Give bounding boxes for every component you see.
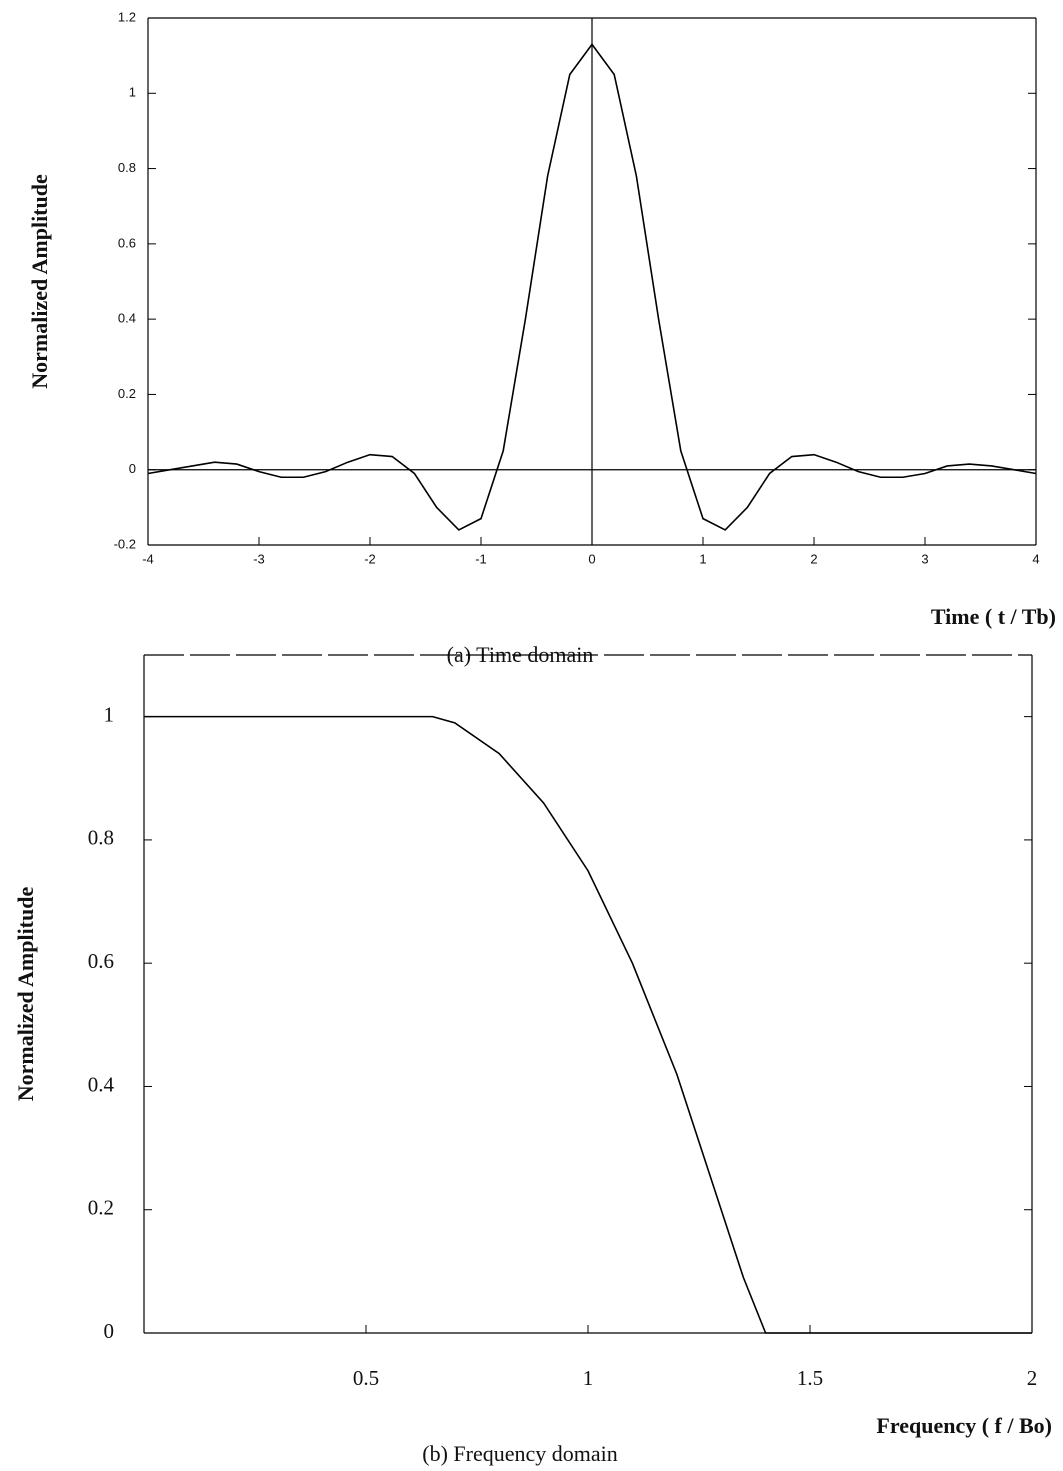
caption: (b) Frequency domain (422, 1441, 618, 1466)
x-tick-label: 0 (588, 551, 595, 566)
y-tick-label: -0.2 (114, 536, 136, 551)
y-tick-label: 0.6 (118, 235, 136, 250)
y-tick-label: 0.4 (118, 311, 136, 326)
x-tick-label: 0.5 (353, 1366, 379, 1390)
y-tick-label: 0.8 (88, 826, 114, 850)
y-axis-label: Normalized Amplitude (27, 174, 52, 389)
y-tick-label: 0.2 (118, 386, 136, 401)
y-tick-label: 1.2 (118, 9, 136, 24)
y-tick-label: 0.4 (88, 1072, 115, 1096)
x-tick-label: -1 (475, 551, 487, 566)
x-tick-label: -3 (253, 551, 265, 566)
y-tick-label: 0.8 (118, 160, 136, 175)
y-axis-label: Normalized Amplitude (13, 887, 38, 1102)
x-tick-label: 1 (583, 1366, 594, 1390)
y-tick-label: 1 (129, 85, 136, 100)
data-line (144, 715, 1032, 1334)
x-axis-label: Frequency ( f / Bo) (876, 1413, 1052, 1438)
y-tick-label: 1 (104, 702, 115, 726)
x-tick-label: 2 (1027, 1366, 1038, 1390)
x-axis-label: Time ( t / Tb) (931, 604, 1056, 629)
x-tick-label: 2 (810, 551, 817, 566)
x-tick-label: 1.5 (797, 1366, 823, 1390)
data-line (147, 43, 1037, 531)
y-tick-label: 0 (129, 461, 136, 476)
y-tick-label: 0.2 (88, 1196, 114, 1220)
x-tick-label: 1 (699, 551, 706, 566)
y-tick-label: 0 (104, 1319, 115, 1343)
x-tick-label: -4 (142, 551, 154, 566)
x-tick-label: -2 (364, 551, 376, 566)
x-tick-label: 3 (921, 551, 928, 566)
y-tick-label: 0.6 (88, 949, 114, 973)
x-tick-label: 4 (1032, 551, 1039, 566)
